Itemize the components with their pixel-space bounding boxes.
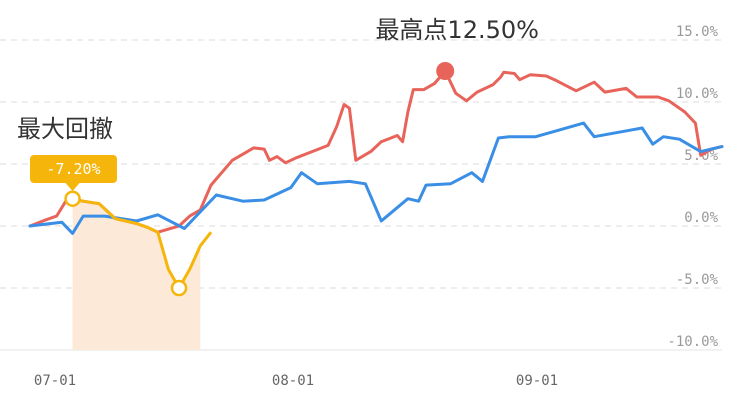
y-axis-ticks: 15.0%10.0%5.0%0.0%-5.0%-10.0% [667, 24, 718, 350]
drawdown-trough-point [170, 279, 188, 297]
red-series-line [28, 69, 724, 234]
y-tick-label: -5.0% [676, 272, 719, 288]
drawdown-peak-point [64, 190, 81, 207]
drawdown-line [72, 197, 213, 290]
max-point-marker [436, 62, 455, 80]
x-tick-label: 07-01 [34, 373, 76, 389]
chart-annotations: 最高点12.50% 最大回撤 -7.20% [17, 16, 539, 191]
max-drawdown-label: 最大回撤 [17, 115, 113, 143]
y-tick-label: -10.0% [667, 334, 718, 350]
chart-series [28, 62, 724, 350]
drawdown-badge [30, 155, 117, 183]
x-axis-ticks: 07-01 08-01 09-01 [34, 373, 558, 389]
y-tick-label: 10.0% [676, 86, 719, 102]
y-tick-label: 0.0% [684, 210, 718, 226]
max-point-label: 最高点12.50% [375, 16, 539, 44]
blue-series-line [28, 121, 724, 235]
x-tick-label: 09-01 [516, 373, 558, 389]
drawdown-badge-text: -7.20% [46, 160, 100, 178]
drawdown-fill [72, 198, 201, 350]
drawdown-badge-pointer [65, 183, 80, 191]
y-tick-label: 15.0% [676, 24, 719, 40]
x-tick-label: 08-01 [272, 373, 314, 389]
